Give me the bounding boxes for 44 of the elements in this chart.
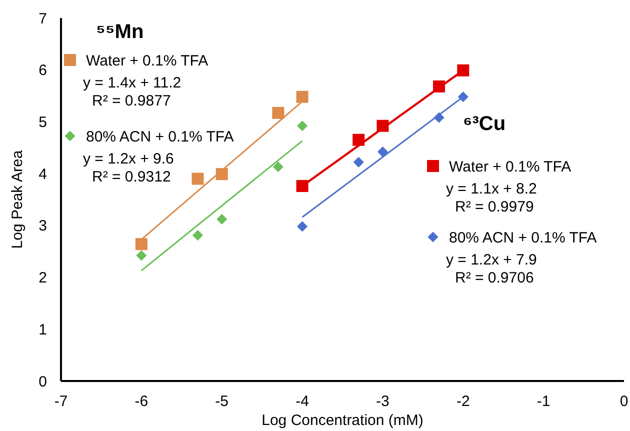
x-tick-label: 0 xyxy=(620,393,628,410)
annotation: ⁵⁵Mn xyxy=(96,21,144,43)
y-tick-label: 0 xyxy=(38,373,47,390)
x-tick-label: -2 xyxy=(456,393,470,410)
y-tick-label: 4 xyxy=(38,166,47,183)
point xyxy=(135,238,148,250)
legend-label: Water + 0.1% TFA xyxy=(449,158,572,176)
x-tick-label: -1 xyxy=(536,393,550,410)
point xyxy=(296,90,308,103)
x-tick-label: -3 xyxy=(376,393,390,410)
point xyxy=(216,214,228,224)
point xyxy=(272,162,284,172)
y-tick-label: 6 xyxy=(38,62,47,80)
annotation: y = 1.1x + 8.2 xyxy=(446,180,537,198)
point xyxy=(353,156,364,168)
x-axis-title: Log Concentration (mM) xyxy=(262,412,424,429)
y-tick-label: 2 xyxy=(38,270,47,287)
annotation: R² = 0.9877 xyxy=(92,92,171,110)
annotation: R² = 0.9979 xyxy=(455,198,534,216)
annotation: R² = 0.9312 xyxy=(92,168,171,186)
point xyxy=(136,250,147,261)
annotation: y = 1.2x + 9.6 xyxy=(83,150,174,168)
x-tick-label: -4 xyxy=(296,393,309,410)
annotation: R² = 0.9706 xyxy=(455,269,534,286)
point xyxy=(272,106,284,119)
x-tick-label: -7 xyxy=(54,393,68,410)
point xyxy=(192,172,204,185)
x-tick-label: -5 xyxy=(215,393,229,410)
point xyxy=(296,120,308,132)
y-tick-label: 3 xyxy=(38,218,47,235)
annotation: y = 1.4x + 11.2 xyxy=(83,74,182,92)
point xyxy=(192,230,204,241)
y-axis-title: Log Peak Area xyxy=(9,150,26,249)
legend-label: 80% ACN + 0.1% TFA xyxy=(86,128,234,146)
y-tick-label: 1 xyxy=(38,321,47,338)
y-tick-label: 7 xyxy=(38,10,47,28)
annotation: ⁶³Cu xyxy=(463,113,506,135)
y-tick-label: 5 xyxy=(38,114,47,131)
point xyxy=(296,221,308,232)
legend-label: 80% ACN + 0.1% TFA xyxy=(449,229,597,246)
legend-label: Water + 0.1% TFA xyxy=(86,52,208,70)
annotation: y = 1.2x + 7.9 xyxy=(446,251,537,268)
x-tick-label: -6 xyxy=(134,393,148,410)
point xyxy=(377,146,388,158)
